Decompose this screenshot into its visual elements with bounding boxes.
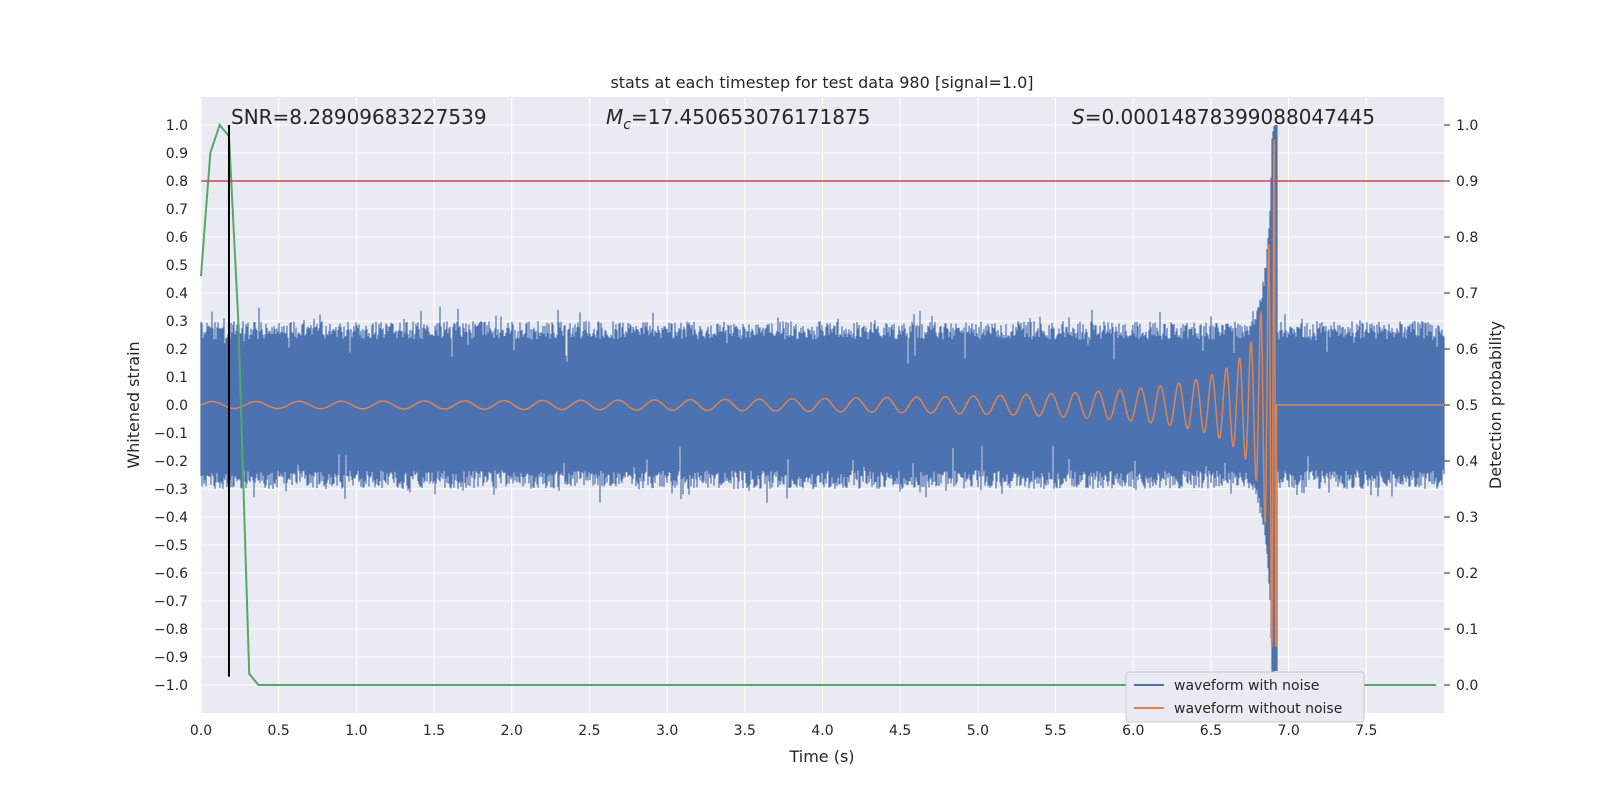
x-tick-label: 4.5 xyxy=(889,723,911,739)
series-line-detection-probability xyxy=(200,122,1437,686)
reference-lines xyxy=(201,125,1444,677)
mc-symbol: M xyxy=(606,105,623,129)
data-layer xyxy=(200,122,1445,687)
y2-tick-label: 1.0 xyxy=(1456,118,1478,134)
y-tick-label: 0.5 xyxy=(166,258,188,274)
y2-tick-label: 0.8 xyxy=(1456,230,1478,246)
s-symbol: S xyxy=(1072,105,1085,129)
y2-tick-label: 0.7 xyxy=(1456,286,1478,302)
y-tick-label: 0.2 xyxy=(166,342,188,358)
y-tick-label: −0.9 xyxy=(154,650,188,666)
legend-label-noise: waveform with noise xyxy=(1174,678,1319,694)
chart-title: stats at each timestep for test data 980… xyxy=(610,73,1033,92)
y-tick-label: 0.0 xyxy=(166,398,188,414)
y-tick-label: −0.5 xyxy=(154,538,188,554)
x-tick-label: 7.0 xyxy=(1277,723,1299,739)
x-tick-label: 0.5 xyxy=(268,723,290,739)
legend: waveform with noise waveform without noi… xyxy=(1125,671,1365,723)
y-tick-label: 0.6 xyxy=(166,230,188,246)
y-axis-label: Whitened strain xyxy=(124,341,143,468)
y-tick-label: 0.9 xyxy=(166,146,188,162)
y2-tick-label: 0.1 xyxy=(1456,622,1478,638)
y2-axis-label: Detection probability xyxy=(1486,321,1505,489)
s-annotation: S=0.00014878399088047445 xyxy=(1072,105,1375,129)
s-value: =0.00014878399088047445 xyxy=(1085,105,1375,129)
y-tick-label: −0.7 xyxy=(154,594,188,610)
y-tick-label: −1.0 xyxy=(154,678,188,694)
y-tick-label: 0.3 xyxy=(166,314,188,330)
y2-tick-label: 0.9 xyxy=(1456,174,1478,190)
y-tick-label: −0.1 xyxy=(154,426,188,442)
x-tick-label: 5.0 xyxy=(967,723,989,739)
y2-tick-label: 0.0 xyxy=(1456,678,1478,694)
y2-tick-label: 0.5 xyxy=(1456,398,1478,414)
y-tick-label: 1.0 xyxy=(166,118,188,134)
x-tick-label: 4.0 xyxy=(811,723,833,739)
x-axis-label: Time (s) xyxy=(788,747,854,766)
legend-box xyxy=(1125,671,1365,723)
y-tick-label: 0.8 xyxy=(166,174,188,190)
ticks: 0.0 0.5 1.0 1.5 2.0 2.5 3.0 3.5 4.0 4.5 5.0 5.5 6.0 6… xyxy=(154,118,1478,739)
y-tick-label: 0.1 xyxy=(166,370,188,386)
y-tick-label: 0.7 xyxy=(166,202,188,218)
y2-tick-label: 0.3 xyxy=(1456,510,1478,526)
mc-subscript: c xyxy=(623,117,631,133)
x-tick-label: 0.0 xyxy=(190,723,212,739)
legend-label-clean: waveform without noise xyxy=(1174,701,1342,717)
x-tick-label: 2.0 xyxy=(501,723,523,739)
y-tick-label: −0.3 xyxy=(154,482,188,498)
x-tick-label: 1.5 xyxy=(423,723,445,739)
y-tick-label: 0.4 xyxy=(166,286,188,302)
x-tick-label: 5.5 xyxy=(1044,723,1066,739)
x-tick-label: 1.0 xyxy=(345,723,367,739)
mc-annotation: Mc=17.450653076171875 xyxy=(606,105,870,133)
y2-tick-label: 0.4 xyxy=(1456,454,1478,470)
y-tick-label: −0.4 xyxy=(154,510,188,526)
y2-tick-label: 0.2 xyxy=(1456,566,1478,582)
x-tick-label: 3.5 xyxy=(734,723,756,739)
y-tick-label: −0.8 xyxy=(154,622,188,638)
y-tick-label: −0.2 xyxy=(154,454,188,470)
series-line-waveform-without-noise xyxy=(200,139,1444,648)
x-tick-label: 6.5 xyxy=(1200,723,1222,739)
x-tick-label: 2.5 xyxy=(578,723,600,739)
snr-annotation: SNR=8.28909683227539 xyxy=(231,105,487,129)
y-tick-label: −0.6 xyxy=(154,566,188,582)
x-tick-label: 6.0 xyxy=(1122,723,1144,739)
x-tick-label: 3.0 xyxy=(656,723,678,739)
y2-tick-label: 0.6 xyxy=(1456,342,1478,358)
x-tick-label: 7.5 xyxy=(1355,723,1377,739)
mc-value: =17.450653076171875 xyxy=(631,105,870,129)
